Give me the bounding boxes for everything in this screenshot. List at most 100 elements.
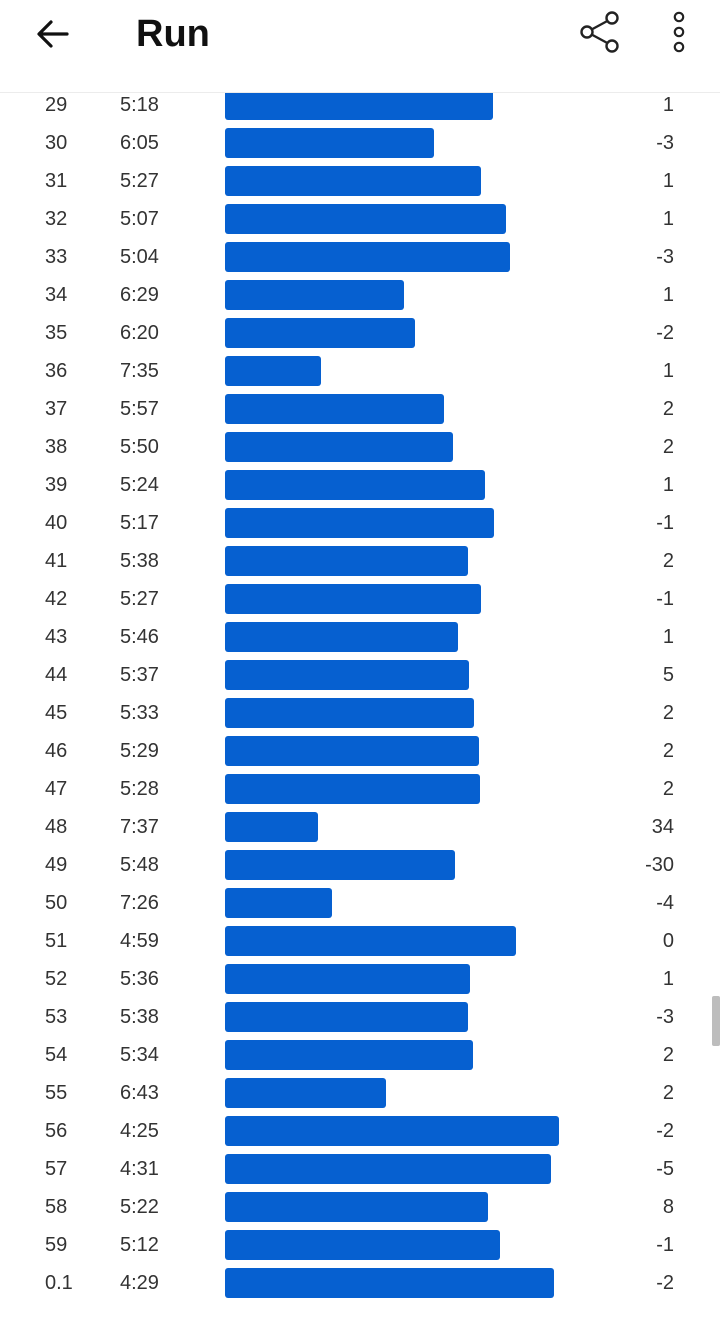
split-pace-bar — [225, 850, 455, 880]
split-pace: 4:29 — [120, 1272, 159, 1294]
split-row: 47 5:28 2 — [0, 770, 720, 808]
split-pace: 5:38 — [120, 1006, 159, 1028]
split-km: 53 — [45, 1006, 68, 1028]
split-pace-bar — [225, 318, 415, 348]
split-pace-bar — [225, 90, 493, 120]
split-km: 32 — [45, 208, 68, 230]
split-pace: 5:29 — [120, 740, 159, 762]
split-row: 45 5:33 2 — [0, 694, 720, 732]
split-pace-bar — [225, 242, 510, 272]
split-pace-bar — [225, 1078, 386, 1108]
split-pace-bar — [225, 470, 485, 500]
split-pace: 5:04 — [120, 246, 159, 268]
back-button[interactable] — [30, 12, 76, 56]
arrow-left-icon — [37, 20, 69, 48]
split-row: 53 5:38 -3 — [0, 998, 720, 1036]
split-elevation: 1 — [662, 170, 674, 192]
split-km: 54 — [45, 1044, 68, 1066]
split-pace: 5:18 — [120, 94, 159, 116]
split-elevation: -2 — [656, 1272, 674, 1294]
split-pace-bar — [225, 964, 470, 994]
split-pace-bar — [225, 622, 458, 652]
split-row: 56 4:25 -2 — [0, 1112, 720, 1150]
split-pace-bar — [225, 1116, 559, 1146]
split-pace: 5:34 — [120, 1044, 159, 1066]
split-row: 51 4:59 0 — [0, 922, 720, 960]
split-km: 0.1 — [45, 1272, 73, 1294]
split-elevation: -3 — [656, 1006, 674, 1028]
split-pace: 5:33 — [120, 702, 159, 724]
splits-list[interactable]: 29 5:18 1 30 6:05 -3 31 5:27 1 32 5:07 1 33 5:04 -3 34 6… — [0, 86, 720, 1332]
split-pace-bar — [225, 1192, 488, 1222]
split-pace-bar — [225, 356, 321, 386]
split-pace: 4:59 — [120, 930, 159, 952]
split-elevation: 1 — [662, 474, 674, 496]
split-km: 39 — [45, 474, 68, 496]
split-row: 31 5:27 1 — [0, 162, 720, 200]
split-pace: 5:27 — [120, 170, 159, 192]
split-elevation: -2 — [656, 322, 674, 344]
split-elevation: 1 — [662, 626, 674, 648]
split-pace: 5:50 — [120, 436, 159, 458]
split-pace: 5:48 — [120, 854, 159, 876]
split-elevation: 8 — [662, 1196, 674, 1218]
split-row: 50 7:26 -4 — [0, 884, 720, 922]
share-button[interactable] — [576, 8, 624, 56]
split-pace: 7:26 — [120, 892, 159, 914]
split-pace: 5:46 — [120, 626, 159, 648]
split-km: 46 — [45, 740, 68, 762]
split-elevation: 2 — [662, 1044, 674, 1066]
more-vertical-icon — [673, 11, 685, 53]
more-options-button[interactable] — [660, 8, 698, 56]
split-pace-bar — [225, 926, 516, 956]
split-pace: 5:22 — [120, 1196, 159, 1218]
split-elevation: 1 — [662, 360, 674, 382]
split-pace-bar — [225, 812, 318, 842]
split-elevation: 1 — [662, 208, 674, 230]
split-row: 55 6:43 2 — [0, 1074, 720, 1112]
split-km: 29 — [45, 94, 68, 116]
split-km: 34 — [45, 284, 68, 306]
split-elevation: 2 — [662, 740, 674, 762]
split-pace-bar — [225, 432, 453, 462]
split-elevation: 2 — [662, 1082, 674, 1104]
split-pace-bar — [225, 1002, 468, 1032]
split-pace: 5:27 — [120, 588, 159, 610]
split-pace: 5:57 — [120, 398, 159, 420]
split-km: 35 — [45, 322, 68, 344]
split-row: 48 7:37 34 — [0, 808, 720, 846]
split-pace: 5:17 — [120, 512, 159, 534]
split-pace-bar — [225, 204, 506, 234]
split-elevation: 2 — [662, 550, 674, 572]
split-km: 38 — [45, 436, 68, 458]
split-km: 33 — [45, 246, 68, 268]
split-row: 39 5:24 1 — [0, 466, 720, 504]
split-pace: 5:12 — [120, 1234, 159, 1256]
split-pace-bar — [225, 546, 468, 576]
split-km: 42 — [45, 588, 68, 610]
split-km: 48 — [45, 816, 68, 838]
split-km: 47 — [45, 778, 68, 800]
split-pace-bar — [225, 736, 479, 766]
split-pace: 7:37 — [120, 816, 159, 838]
split-row: 32 5:07 1 — [0, 200, 720, 238]
scrollbar-thumb[interactable] — [712, 996, 720, 1046]
split-pace-bar — [225, 698, 474, 728]
split-row: 29 5:18 1 — [0, 86, 720, 124]
split-row: 41 5:38 2 — [0, 542, 720, 580]
split-elevation: -2 — [656, 1120, 674, 1142]
split-pace-bar — [225, 1268, 554, 1298]
split-pace: 5:28 — [120, 778, 159, 800]
split-km: 31 — [45, 170, 68, 192]
split-km: 43 — [45, 626, 68, 648]
split-km: 37 — [45, 398, 68, 420]
split-row: 0.1 4:29 -2 — [0, 1264, 720, 1302]
split-elevation: -3 — [656, 246, 674, 268]
split-elevation: 1 — [662, 94, 674, 116]
split-km: 49 — [45, 854, 68, 876]
split-pace: 6:29 — [120, 284, 159, 306]
split-pace-bar — [225, 1040, 473, 1070]
split-km: 57 — [45, 1158, 68, 1180]
split-row: 33 5:04 -3 — [0, 238, 720, 276]
split-elevation: -30 — [645, 854, 674, 876]
